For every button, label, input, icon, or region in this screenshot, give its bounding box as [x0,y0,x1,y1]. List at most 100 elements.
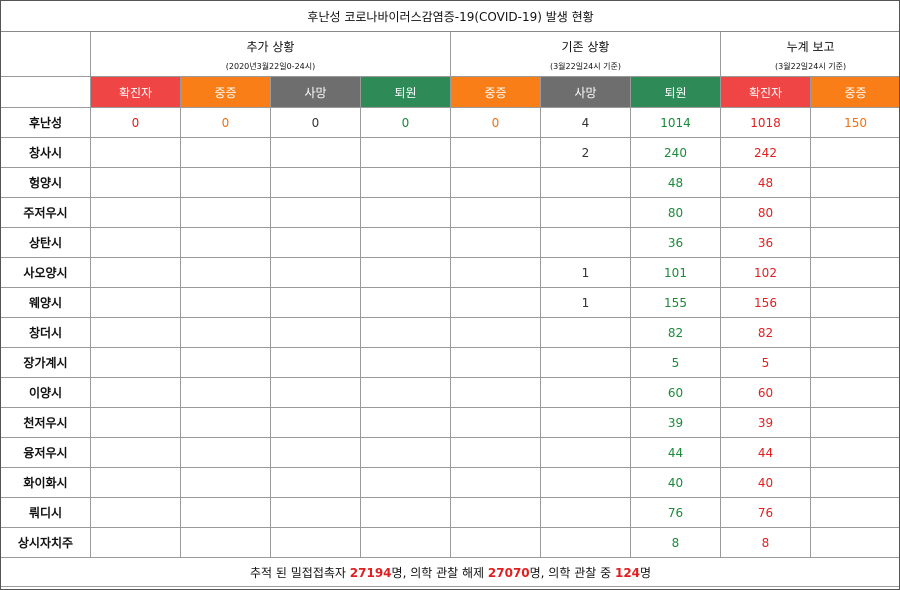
table-cell: 240 [630,137,721,168]
table-row: 천저우시 39 39 [0,407,900,438]
table-cell [809,467,900,498]
table-cell: 76 [630,497,721,528]
group-cumulative-title: 누계 보고 [786,40,835,54]
table-cell [360,287,451,318]
region-name: 장가계시 [0,347,91,378]
header-added-discharged: 퇴원 [360,76,451,108]
table-cell [270,287,361,318]
table-cell [450,287,541,318]
table-cell [180,497,271,528]
group-cumulative-subtitle: (3월22일24시 기준) [775,62,847,71]
table-cell [90,287,181,318]
group-added-subtitle: (2020년3월22일0-24시) [225,62,316,71]
region-name: 창사시 [0,137,91,168]
table-cell [180,527,271,558]
table-cell [450,437,541,468]
header-existing-discharged: 퇴원 [630,76,721,108]
header-added-confirmed: 확진자 [90,76,181,108]
table-cell: 44 [720,437,811,468]
table-cell: 242 [720,137,811,168]
table-cell [809,407,900,438]
table-cell [809,167,900,198]
table-cell [450,497,541,528]
header-corner [0,76,91,108]
table-cell [450,227,541,258]
header-existing-severe: 중증 [450,76,541,108]
table-row: 융저우시 44 44 [0,437,900,468]
group-existing-title: 기존 상황 [561,40,610,54]
table-cell [540,407,631,438]
region-name: 후난성 [0,107,91,138]
table-row: 상시자치주 8 8 [0,527,900,558]
table-cell: 1 [540,287,631,318]
corner-cell [0,31,91,77]
table-row: 화이화시 40 40 [0,467,900,498]
table-cell [180,227,271,258]
region-name: 화이화시 [0,467,91,498]
summary-text: 추적 된 밀접접촉자 27194명, 의학 관찰 해제 27070명, 의학 관… [0,557,900,587]
table-cell [180,137,271,168]
table-cell [360,227,451,258]
table-row: 웨양시 1 155 156 [0,287,900,318]
table-cell: 156 [720,287,811,318]
region-name: 웨양시 [0,287,91,318]
table-cell [180,407,271,438]
summary-row: 추적 된 밀접접촉자 27194명, 의학 관찰 해제 27070명, 의학 관… [0,557,900,587]
table-cell [809,497,900,528]
table-cell [270,257,361,288]
table-row: 뤄디시 76 76 [0,497,900,528]
table-cell [180,167,271,198]
table-cell [450,257,541,288]
table-cell: 36 [720,227,811,258]
summary-number: 124 [614,565,641,580]
table-cell [450,137,541,168]
table-row: 사오양시 1 101 102 [0,257,900,288]
region-name: 헝양시 [0,167,91,198]
table-cell [450,407,541,438]
summary-label: 추적 된 밀접접촉자 [250,565,350,580]
summary-label: 명, 의학 관찰 해제 [391,565,488,580]
table-row: 후난성 0 0 0 0 0 4 1014 1018 150 [0,107,900,138]
table-cell: 39 [630,407,721,438]
table-title: 후난성 코로나바이러스감염증-19(COVID-19) 발생 현황 [0,0,900,32]
table-cell [270,137,361,168]
table-row: 상탄시 36 36 [0,227,900,258]
table-cell [270,317,361,348]
region-name: 사오양시 [0,257,91,288]
table-cell [360,437,451,468]
table-row: 장가계시 5 5 [0,347,900,378]
table-cell [180,437,271,468]
header-existing-death: 사망 [540,76,631,108]
table-cell: 76 [720,497,811,528]
table-cell [270,167,361,198]
table-cell [270,347,361,378]
table-cell [540,527,631,558]
table-cell [540,197,631,228]
table-cell [360,527,451,558]
table-cell [540,317,631,348]
region-name: 뤄디시 [0,497,91,528]
summary-number: 27194 [349,565,392,580]
region-name: 천저우시 [0,407,91,438]
header-cumulative-severe: 중증 [809,76,900,108]
table-cell [809,527,900,558]
group-cumulative: 누계 보고 (3월22일24시 기준) [719,31,900,77]
table-cell [360,167,451,198]
table-row: 이양시 60 60 [0,377,900,408]
summary-number: 27070 [487,565,530,580]
table-cell [90,227,181,258]
table-cell: 5 [630,347,721,378]
table-cell [450,377,541,408]
region-name: 상시자치주 [0,527,91,558]
table-cell [90,257,181,288]
summary-label: 명, 의학 관찰 중 [529,565,615,580]
table-cell: 40 [630,467,721,498]
group-added-title: 추가 상황 [246,40,295,54]
table-cell: 36 [630,227,721,258]
table-cell [270,197,361,228]
group-existing-subtitle: (3월22일24시 기준) [549,62,622,71]
header-added-death: 사망 [270,76,361,108]
table-row: 창더시 82 82 [0,317,900,348]
